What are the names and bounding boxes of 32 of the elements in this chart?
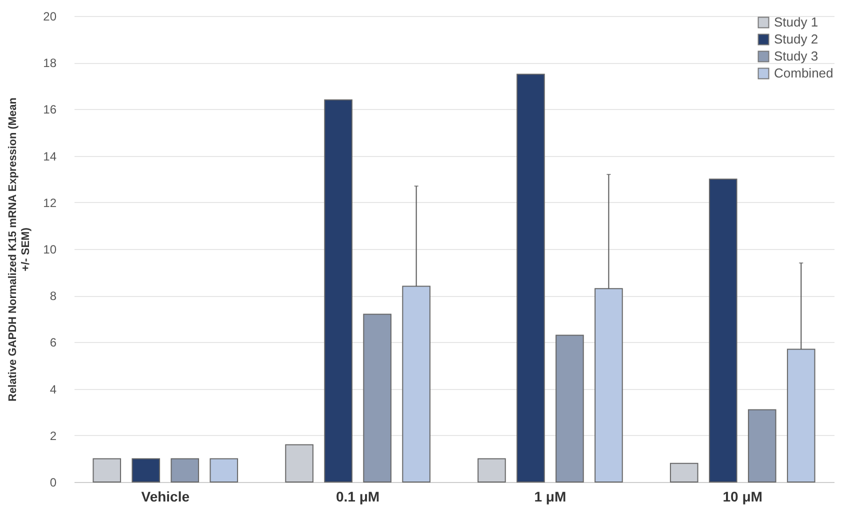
bar <box>132 458 160 482</box>
bar <box>594 288 623 482</box>
bar <box>708 178 738 482</box>
legend-label: Study 1 <box>774 14 818 30</box>
y-tick-label: 14 <box>43 149 57 164</box>
y-tick-label: 18 <box>43 56 57 70</box>
bar <box>170 458 200 482</box>
x-tick-label: 10 μM <box>722 488 762 504</box>
y-tick-label: 6 <box>50 336 57 350</box>
y-tick-label: 4 <box>50 382 57 396</box>
x-tick-label: 0.1 μM <box>336 488 380 504</box>
y-tick-label: 20 <box>43 10 57 24</box>
y-tick-label: 0 <box>50 476 57 490</box>
bar <box>402 286 430 482</box>
bar <box>748 409 776 482</box>
y-tick-label: 12 <box>43 196 57 210</box>
bar <box>786 348 816 482</box>
bar <box>324 99 352 482</box>
legend-label: Study 2 <box>774 32 818 46</box>
bar <box>516 74 545 482</box>
y-tick-label: 10 <box>43 242 57 256</box>
legend-label: Study 3 <box>774 48 818 64</box>
y-tick-label: 16 <box>43 102 57 117</box>
bar <box>363 314 392 482</box>
bar <box>556 334 584 482</box>
y-axis-title: Relative GAPDH Normalized K15 mRNA Expression (Mean +/- SEM) <box>7 97 32 402</box>
legend-label: Combined <box>774 66 834 80</box>
bar <box>210 458 238 482</box>
x-tick-label: Vehicle <box>141 488 190 504</box>
y-tick-label: 8 <box>50 289 57 304</box>
x-tick-label: 1 μM <box>534 488 566 504</box>
y-tick-label: 2 <box>50 428 57 443</box>
